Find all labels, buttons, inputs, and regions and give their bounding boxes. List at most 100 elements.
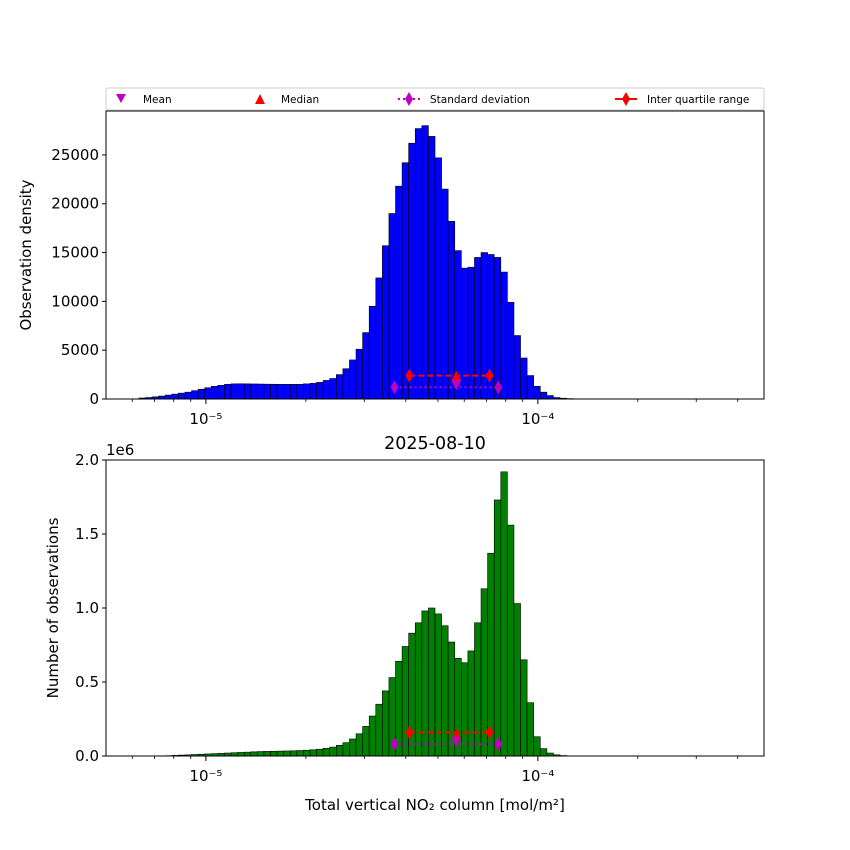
histogram-bar <box>342 742 350 757</box>
y-tick-label: 10000 <box>51 292 99 310</box>
histogram-bar <box>368 715 377 757</box>
histogram-bar <box>414 128 423 400</box>
histogram-bar <box>335 745 344 757</box>
histogram-bar <box>500 271 508 400</box>
x-tick-label: 10⁻⁴ <box>521 767 554 785</box>
histogram-bar <box>382 690 390 757</box>
histogram-bar <box>349 738 357 757</box>
histogram-bar <box>428 136 436 400</box>
histogram-bar <box>329 746 337 757</box>
median-marker <box>451 370 462 381</box>
iqr-marker <box>485 725 494 740</box>
histogram-bar <box>184 391 192 400</box>
histogram-bar <box>230 383 238 400</box>
histogram-bar <box>375 703 383 757</box>
y-tick-label: 0 <box>89 390 99 408</box>
histogram-bar <box>493 257 502 400</box>
y-axis-label: Observation density <box>17 179 35 330</box>
histogram-bar <box>224 384 232 400</box>
mean-marker <box>451 380 462 391</box>
legend-mean-label: Mean <box>143 94 172 106</box>
bottom-histogram: 0.0 0.5 1.0 1.5 2.0 10⁻⁵ 10⁻⁴ Number of observa… <box>44 434 765 814</box>
histogram-bar <box>309 383 317 400</box>
mean-marker <box>451 736 462 747</box>
histogram-bar <box>368 305 377 400</box>
histogram-bar <box>322 748 331 757</box>
y-tick-label: 1.0 <box>75 599 99 617</box>
histogram-bar <box>171 393 179 400</box>
histogram-bar <box>546 395 554 400</box>
histogram-bar <box>526 702 534 757</box>
histogram-bar <box>461 662 469 757</box>
y-offset-label: 1e6 <box>106 441 134 459</box>
histogram-bar <box>270 383 278 400</box>
x-tick-label: 10⁻⁴ <box>521 410 554 428</box>
legend-median-label: Median <box>281 94 319 106</box>
chart-title: 2025-08-10 <box>384 434 486 454</box>
y-tick-label: 0.5 <box>75 673 99 691</box>
histogram-bar <box>257 383 265 400</box>
histogram-bar <box>217 385 225 400</box>
legend: Mean Median Standard deviation Inter qua… <box>105 87 765 111</box>
histogram-bar <box>263 751 271 757</box>
histogram-bar <box>355 348 363 400</box>
histogram-bar <box>513 603 521 757</box>
histogram-bar <box>296 750 304 757</box>
histogram-bar <box>500 471 508 757</box>
histogram-bar <box>250 383 258 400</box>
histogram-bar <box>441 625 449 757</box>
std-marker <box>390 380 399 395</box>
legend-iqr-label: Inter quartile range <box>647 94 749 106</box>
histogram-bar <box>316 382 324 400</box>
legend-std-label: Standard deviation <box>430 94 530 106</box>
histogram-bar <box>257 751 265 757</box>
std-marker <box>494 737 503 752</box>
iqr-marker <box>485 368 494 383</box>
std-marker <box>390 737 399 752</box>
histogram-bar <box>507 524 515 757</box>
legend-mean: Mean <box>116 94 172 106</box>
histogram-bar <box>513 335 521 400</box>
histogram-bar <box>270 750 278 757</box>
histogram-bar <box>362 726 370 757</box>
histogram-bar <box>382 245 390 400</box>
histogram-bar <box>395 185 403 400</box>
median-marker <box>451 728 462 739</box>
histogram-bar <box>388 213 396 400</box>
histogram-bar <box>289 384 298 400</box>
histogram-bar <box>335 374 344 400</box>
histogram-bar <box>276 384 284 400</box>
histogram-bar <box>191 390 199 400</box>
histogram-bar <box>375 277 383 400</box>
histogram-bar <box>309 749 317 757</box>
y-tick-label: 2.0 <box>75 451 99 469</box>
legend-std-marker <box>405 92 413 106</box>
histogram-bar <box>401 646 409 757</box>
histogram-bar <box>178 392 186 400</box>
histogram-bar <box>322 380 331 400</box>
histogram-bar <box>408 142 416 400</box>
histogram-bar <box>520 357 528 400</box>
histogram-bar <box>507 302 515 400</box>
legend-iqr: Inter quartile range <box>615 92 749 106</box>
histogram-bar <box>283 384 291 400</box>
histogram-bar <box>362 332 370 400</box>
histogram-bar <box>349 359 357 400</box>
histogram-bar <box>493 499 502 757</box>
y-axis-label: Number of observations <box>44 517 62 698</box>
top-histogram: 0 5000 10000 15000 20000 25000 10⁻⁵ 10⁻⁴ Observa… <box>17 110 765 428</box>
histogram-bar <box>401 162 409 400</box>
histogram-bar <box>289 750 298 757</box>
histogram-bar <box>533 736 541 757</box>
histogram-bar <box>539 748 548 757</box>
histogram-bar <box>210 386 219 400</box>
histogram-bar <box>250 751 258 757</box>
legend-std: Standard deviation <box>398 92 530 106</box>
histogram-bar <box>533 386 541 400</box>
plot-frame <box>105 110 765 400</box>
histogram-bar <box>243 383 252 400</box>
histogram-bar <box>467 650 475 757</box>
x-tick-label: 10⁻⁵ <box>189 767 222 785</box>
histogram-bar <box>303 749 311 757</box>
y-tick-label: 0.0 <box>75 747 99 765</box>
